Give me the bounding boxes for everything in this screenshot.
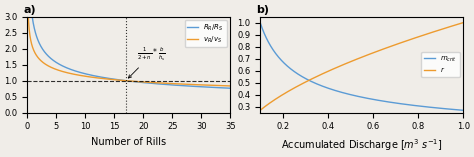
X-axis label: Number of Rills: Number of Rills (91, 137, 166, 147)
Legend: $R_R/R_S$, $v_R/v_S$: $R_R/R_S$, $v_R/v_S$ (184, 20, 227, 47)
X-axis label: Accumulated Discharge [$m^3$ $s^{-1}$]: Accumulated Discharge [$m^3$ $s^{-1}$] (281, 137, 443, 153)
Text: a): a) (23, 5, 36, 15)
Text: $\frac{1}{2+n}*\frac{b}{h_s}$: $\frac{1}{2+n}*\frac{b}{h_s}$ (128, 46, 166, 78)
Text: b): b) (256, 5, 269, 15)
Legend: $m_{crit}$, $r$: $m_{crit}$, $r$ (421, 52, 460, 77)
